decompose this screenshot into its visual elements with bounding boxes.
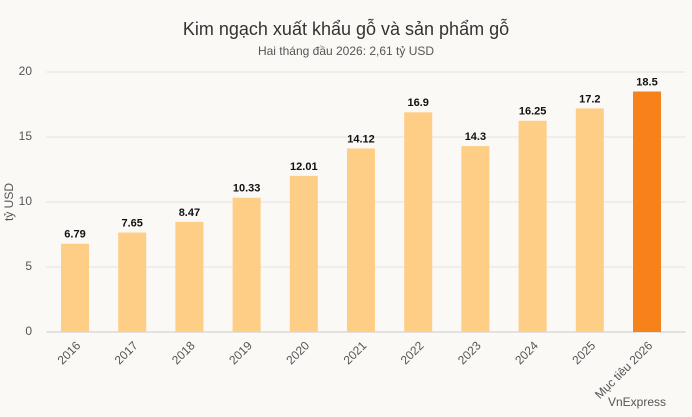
x-tick-label: 2021 [341, 338, 370, 367]
x-tick-label: 2023 [455, 338, 484, 367]
value-label: 8.47 [179, 207, 200, 219]
y-tick-label: 0 [25, 324, 32, 338]
bar [461, 146, 490, 332]
value-label: 16.9 [407, 97, 428, 109]
chart-title: Kim ngạch xuất khẩu gỗ và sản phẩm gỗ [183, 18, 509, 39]
y-tick-label: 5 [25, 259, 32, 273]
y-tick-label: 15 [19, 129, 33, 143]
bar [232, 197, 261, 332]
x-tick-label: 2024 [512, 338, 541, 367]
x-tick-label: 2016 [55, 338, 84, 367]
x-tick-label: Mục tiêu 2026 [592, 338, 655, 401]
bar [347, 148, 375, 332]
value-label: 14.3 [465, 131, 486, 143]
y-tick-label: 10 [19, 194, 33, 208]
value-label: 14.12 [347, 133, 375, 145]
bar [518, 120, 547, 332]
x-tick-label: 2017 [112, 338, 141, 367]
bar [633, 91, 661, 332]
value-label: 16.25 [519, 106, 547, 118]
value-label: 12.01 [290, 161, 318, 173]
bar [575, 108, 604, 333]
value-label: 18.5 [636, 76, 657, 88]
bar [289, 175, 318, 332]
chart-subtitle: Hai tháng đầu 2026: 2,61 tỷ USD [258, 44, 434, 58]
x-tick-label: 2019 [226, 338, 255, 367]
x-tick-label: 2020 [283, 338, 312, 367]
x-tick-label: 2022 [398, 338, 427, 367]
bar [404, 112, 433, 332]
y-axis-label: tỷ USD [2, 183, 16, 221]
value-label: 10.33 [233, 183, 261, 195]
bar [175, 221, 204, 332]
source: VnExpress [608, 395, 666, 409]
bar [61, 243, 89, 332]
x-tick-label: 2025 [569, 338, 598, 367]
x-tick-label: 2018 [169, 338, 198, 367]
value-label: 6.79 [64, 229, 85, 241]
bar [118, 232, 147, 332]
value-label: 17.2 [579, 93, 600, 105]
y-tick-label: 20 [19, 64, 33, 78]
value-label: 7.65 [121, 217, 142, 229]
